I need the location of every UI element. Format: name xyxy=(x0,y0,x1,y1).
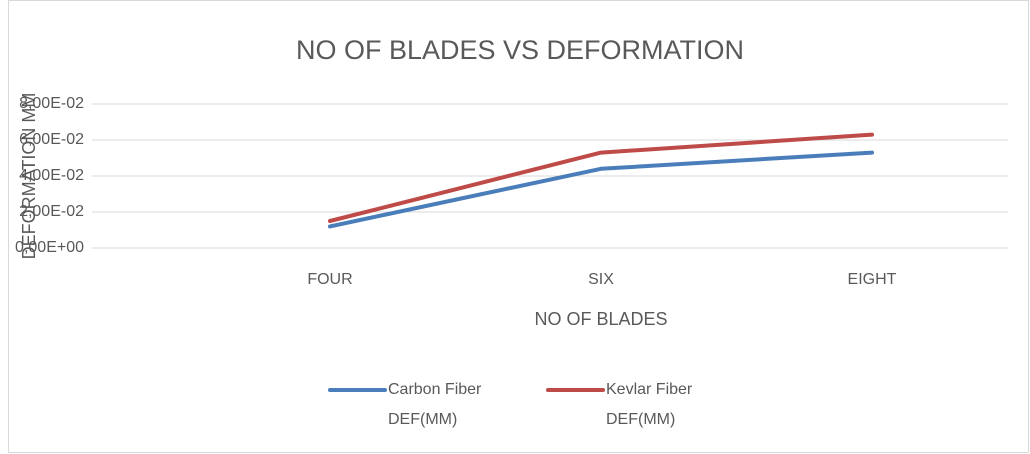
series-line xyxy=(328,150,874,229)
x-tick-label: EIGHT xyxy=(848,271,897,288)
y-tick-label: 8,00E-02 xyxy=(19,95,84,112)
legend-item: Kevlar Fiber DEF(MM) xyxy=(606,381,693,428)
series-line xyxy=(328,132,874,223)
y-tick-label: 0,00E+00 xyxy=(15,239,84,256)
x-tick-label: SIX xyxy=(588,271,614,288)
legend-label: Carbon Fiber DEF(MM) xyxy=(388,381,482,428)
y-tick-label: 2,00E-02 xyxy=(19,203,84,220)
x-axis-title: NO OF BLADES xyxy=(534,309,667,329)
legend-item: Carbon Fiber DEF(MM) xyxy=(388,381,482,428)
y-tick-label: 4,00E-02 xyxy=(19,167,84,184)
y-axis-title: DEFORMATION MM xyxy=(19,93,39,260)
legend-label: Kevlar Fiber DEF(MM) xyxy=(606,381,693,428)
x-tick-label: FOUR xyxy=(307,271,352,288)
chart-title: NO OF BLADES VS DEFORMATION xyxy=(296,35,744,65)
chart-border xyxy=(8,0,1029,453)
y-tick-label: 6,00E-02 xyxy=(19,131,84,148)
